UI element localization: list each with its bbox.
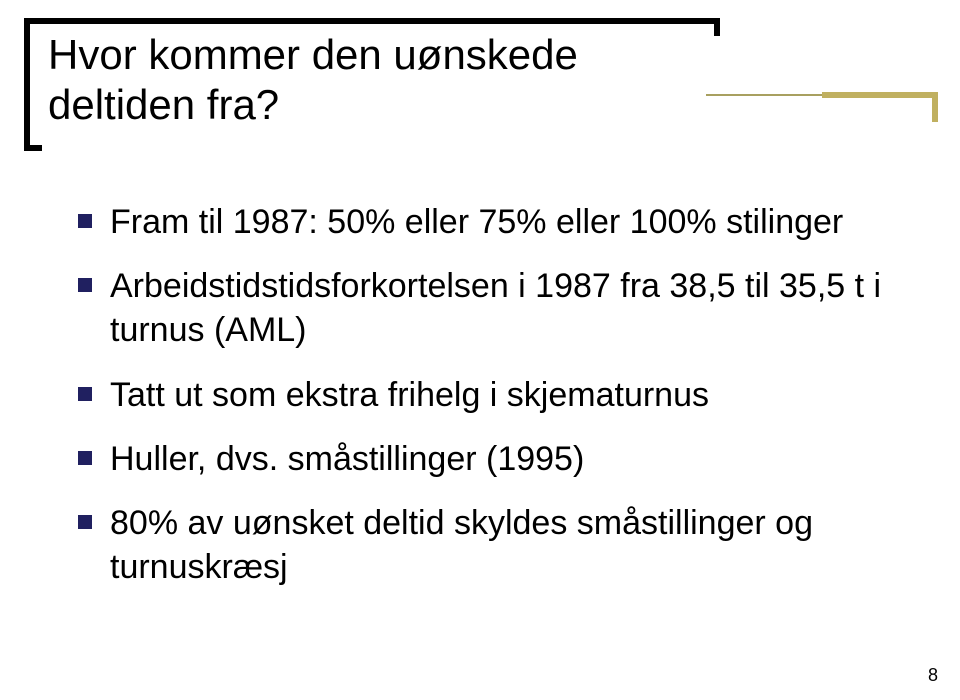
bullet-text: 80% av uønsket deltid skyldes småstillin… [110, 501, 888, 589]
list-item: Fram til 1987: 50% eller 75% eller 100% … [78, 200, 888, 244]
bullet-square-icon [78, 451, 92, 465]
bullet-text: Huller, dvs. småstillinger (1995) [110, 437, 584, 481]
list-item: Tatt ut som ekstra frihelg i skjematurnu… [78, 373, 888, 417]
bullet-square-icon [78, 515, 92, 529]
bullet-list: Fram til 1987: 50% eller 75% eller 100% … [78, 200, 888, 609]
bullet-text: Arbeidstidstidsforkortelsen i 1987 fra 3… [110, 264, 888, 352]
list-item: 80% av uønsket deltid skyldes småstillin… [78, 501, 888, 589]
title-bracket-frame: Hvor kommer den uønskede deltiden fra? [24, 18, 714, 145]
title-accent-bracket [822, 92, 932, 104]
bullet-text: Fram til 1987: 50% eller 75% eller 100% … [110, 200, 843, 244]
page-number: 8 [928, 665, 938, 686]
slide: Hvor kommer den uønskede deltiden fra? F… [0, 0, 960, 700]
slide-title: Hvor kommer den uønskede deltiden fra? [48, 30, 698, 131]
bullet-square-icon [78, 387, 92, 401]
bullet-square-icon [78, 278, 92, 292]
bullet-square-icon [78, 214, 92, 228]
list-item: Arbeidstidstidsforkortelsen i 1987 fra 3… [78, 264, 888, 352]
list-item: Huller, dvs. småstillinger (1995) [78, 437, 888, 481]
bullet-text: Tatt ut som ekstra frihelg i skjematurnu… [110, 373, 709, 417]
